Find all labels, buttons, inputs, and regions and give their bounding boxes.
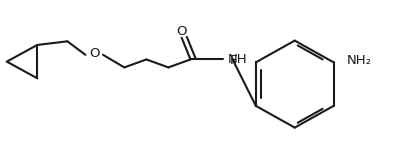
Text: NH₂: NH₂	[347, 54, 372, 67]
Text: NH: NH	[227, 53, 247, 66]
Text: O: O	[89, 47, 99, 60]
Text: F: F	[230, 54, 237, 67]
Text: O: O	[176, 25, 187, 38]
